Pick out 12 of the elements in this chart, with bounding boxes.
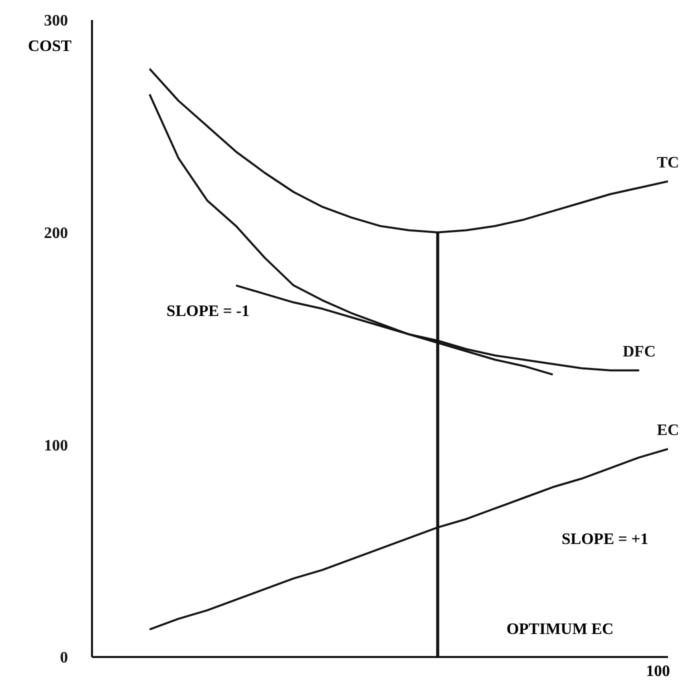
y-tick-label: 300: [44, 12, 68, 30]
text: 100: [646, 663, 670, 681]
y-tick-label: 200: [44, 225, 68, 242]
annotation: OPTIMUM EC: [506, 621, 614, 639]
y-tick-label: 100: [44, 437, 68, 454]
y-tick-label: 0: [60, 650, 68, 667]
y-axis-title: COST: [28, 38, 72, 56]
series-label: TC: [656, 154, 680, 172]
annotation: SLOPE = -1: [166, 303, 250, 321]
annotation: SLOPE = +1: [562, 531, 648, 549]
series-label: DFC: [622, 343, 656, 360]
series-label: EC: [656, 422, 680, 439]
